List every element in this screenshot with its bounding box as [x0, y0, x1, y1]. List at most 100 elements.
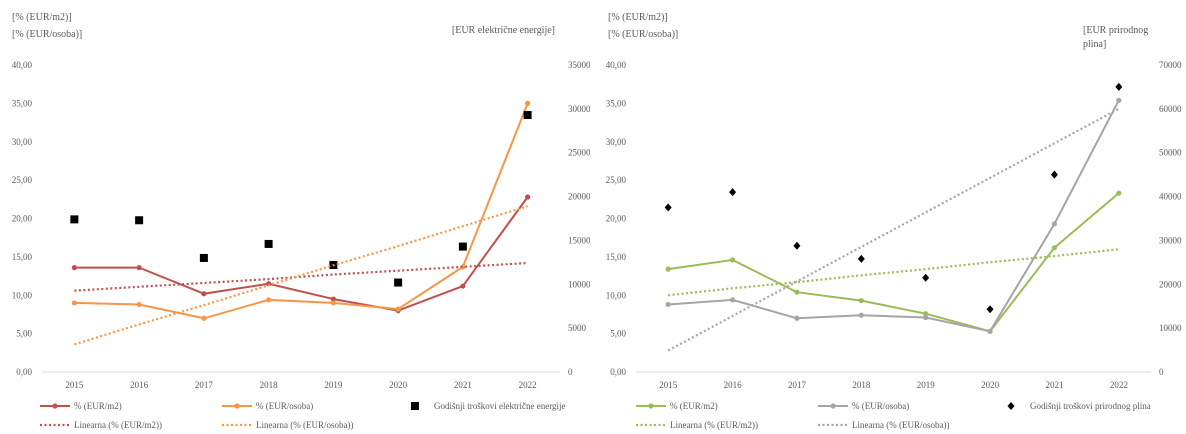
series-line	[668, 99, 1120, 333]
series-line	[74, 196, 529, 312]
data-point	[525, 194, 531, 200]
data-point	[1116, 190, 1122, 196]
series-0	[71, 194, 531, 314]
data-point	[729, 188, 737, 197]
data-point	[458, 242, 467, 251]
legend-label: % (EUR/osoba)	[852, 401, 909, 411]
x-tick-label: 2020	[389, 380, 408, 390]
y-tick-label: 0,00	[610, 367, 626, 377]
secondary-axis-unit-label: [EUR električne energije]	[452, 25, 555, 36]
legend-swatch	[1007, 402, 1015, 410]
y-tick-label: 15,00	[606, 252, 627, 262]
x-tick-label: 2021	[454, 380, 472, 390]
legend-label: Linearna (% (EUR/osoba))	[256, 420, 353, 430]
data-point	[136, 265, 142, 271]
y2-tick-label: 70000	[1159, 60, 1182, 70]
y-tick-label: 35,00	[606, 98, 627, 108]
secondary-axis-unit-label: plina]	[1083, 39, 1106, 50]
legend-marker	[234, 403, 240, 409]
electricity-chart: [% (EUR/m2)] [% (EUR/osoba)] [EUR električ…	[12, 12, 590, 430]
x-tick-label: 2019	[324, 380, 343, 390]
y-tick-label: 40,00	[12, 60, 33, 70]
data-point	[523, 110, 532, 119]
legend-entry: % (EUR/osoba)	[818, 401, 909, 411]
y-tick-label: 35,00	[12, 98, 33, 108]
data-point	[922, 273, 930, 282]
y2-tick-label: 60000	[1159, 104, 1182, 114]
series-3	[668, 248, 1119, 297]
y2-tick-label: 30000	[1159, 235, 1182, 245]
data-point	[70, 215, 79, 224]
legend-label: % (EUR/m2)	[74, 401, 122, 411]
y2-tick-label: 10000	[568, 279, 590, 289]
x-tick-label: 2016	[130, 380, 149, 390]
data-point	[1050, 170, 1058, 179]
series-line	[74, 103, 529, 320]
data-point	[664, 203, 672, 212]
legend-marker	[830, 403, 836, 409]
series-3	[74, 261, 528, 292]
y2-tick-label: 35000	[568, 60, 590, 70]
data-point	[201, 315, 207, 321]
data-point	[986, 305, 994, 314]
y-tick-label: 25,00	[12, 175, 33, 185]
y2-tick-label: 5000	[568, 323, 587, 333]
legend-entry: Linearna (% (EUR/m2))	[40, 420, 162, 430]
data-point	[923, 314, 929, 321]
data-point	[987, 328, 993, 334]
data-point	[525, 100, 531, 106]
y-tick-label: 20,00	[12, 214, 33, 224]
legend-label: % (EUR/osoba)	[256, 401, 313, 411]
data-point	[857, 254, 865, 263]
data-point	[71, 300, 77, 306]
series-2	[664, 82, 1123, 314]
x-tick-label: 2018	[260, 380, 279, 390]
data-point	[794, 289, 800, 295]
y-tick-label: 0,00	[16, 367, 32, 377]
data-point	[330, 300, 336, 306]
data-point	[201, 291, 207, 297]
y-tick-label: 5,00	[610, 329, 626, 339]
x-tick-label: 2015	[65, 380, 84, 390]
data-point	[460, 283, 466, 289]
x-tick-label: 2017	[195, 380, 214, 390]
x-tick-label: 2019	[917, 380, 936, 390]
trendline	[74, 205, 528, 346]
legend-entry: Linearna (% (EUR/osoba))	[818, 420, 949, 430]
data-point	[1115, 82, 1123, 91]
legend-entry: Linearna (% (EUR/osoba))	[222, 420, 353, 430]
legend-entry: % (EUR/m2)	[636, 401, 718, 411]
y2-tick-label: 0	[568, 367, 573, 377]
data-point	[135, 216, 144, 225]
data-point	[395, 306, 401, 312]
series-1	[665, 97, 1122, 334]
y2-tick-label: 50000	[1159, 148, 1182, 158]
gas-chart: [% (EUR/m2)] [% (EUR/osoba)] [EUR prirodno…	[606, 12, 1182, 430]
x-tick-label: 2017	[788, 380, 807, 390]
legend-entry: % (EUR/m2)	[40, 401, 122, 411]
legend-swatch	[411, 402, 419, 410]
data-point	[266, 297, 272, 303]
axis-unit-label: [% (EUR/osoba)]	[608, 29, 678, 40]
data-point	[729, 297, 736, 303]
data-point	[923, 311, 929, 317]
y2-tick-label: 0	[1159, 367, 1164, 377]
legend-label: Linearna (% (EUR/osoba))	[852, 420, 949, 430]
x-tick-label: 2021	[1045, 380, 1063, 390]
legend-marker	[52, 403, 58, 409]
y2-tick-label: 15000	[568, 235, 590, 245]
data-point	[1051, 221, 1058, 227]
legend-label: Godišnji troškovi električne energije	[434, 401, 566, 411]
y2-tick-label: 40000	[1159, 192, 1182, 202]
y-tick-label: 15,00	[12, 252, 33, 262]
axis-unit-label: [% (EUR/m2)]	[12, 12, 72, 23]
data-point	[794, 315, 800, 321]
data-point	[1051, 245, 1058, 251]
trendline	[668, 248, 1119, 297]
x-tick-label: 2022	[1110, 380, 1128, 390]
y-tick-label: 5,00	[16, 329, 32, 339]
y2-tick-label: 30000	[568, 104, 590, 114]
x-tick-label: 2016	[724, 380, 743, 390]
axis-unit-label: [% (EUR/osoba)]	[12, 29, 82, 40]
axis-unit-label: [% (EUR/m2)]	[608, 12, 668, 23]
